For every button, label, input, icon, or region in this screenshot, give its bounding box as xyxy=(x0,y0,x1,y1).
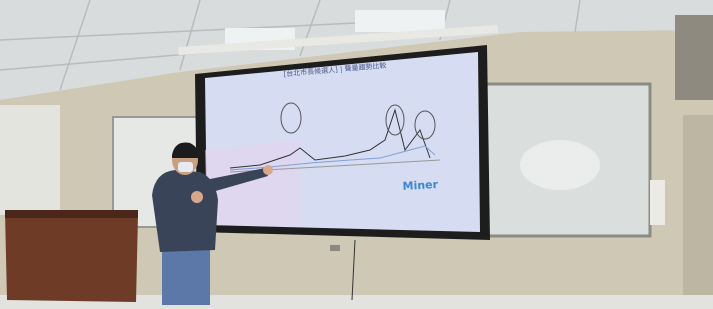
paper xyxy=(650,180,665,225)
photo: [台北市長候選人] | 聲量趨勢比較 Miner xyxy=(0,0,713,309)
door xyxy=(683,115,713,305)
mask xyxy=(178,162,193,172)
wall-unit xyxy=(675,15,713,100)
hand xyxy=(263,165,273,175)
light-panel xyxy=(355,10,445,32)
glare xyxy=(520,140,600,190)
lectern xyxy=(5,212,138,302)
window xyxy=(0,105,60,215)
outlet xyxy=(330,245,340,251)
lectern-top xyxy=(5,210,138,218)
hand xyxy=(191,191,203,203)
screen-logo: Miner xyxy=(402,178,439,193)
jeans xyxy=(162,245,210,305)
